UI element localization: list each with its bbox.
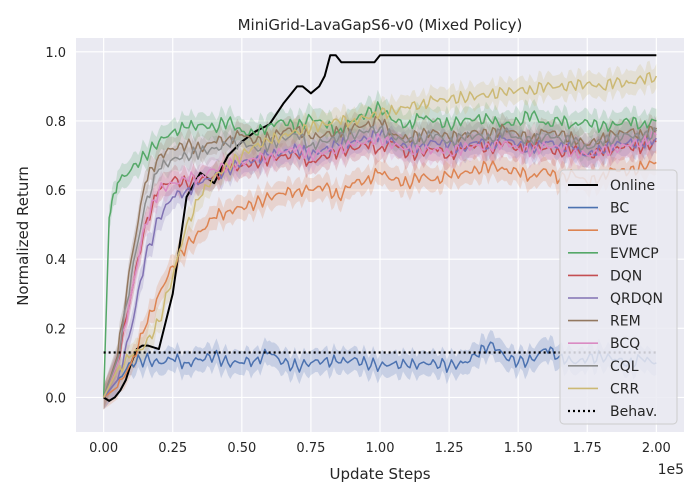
evmcp-confidence-band bbox=[103, 89, 657, 410]
legend-frame bbox=[559, 169, 678, 425]
cql-confidence-band bbox=[103, 114, 657, 410]
y-tick-label: 0.0 bbox=[45, 391, 66, 406]
x-axis-label: Update Steps bbox=[329, 465, 430, 483]
qrdqn-series-line bbox=[103, 129, 657, 398]
evmcp-series-line bbox=[102, 101, 657, 398]
x-tick-label: 1.00 bbox=[366, 441, 395, 456]
rem-series-line bbox=[102, 115, 658, 398]
legend-label-qrdqn: QRDQN bbox=[610, 291, 663, 307]
y-tick-label: 0.4 bbox=[45, 253, 66, 268]
series-lines bbox=[102, 54, 658, 402]
x-axis-multiplier: 1e5 bbox=[658, 462, 684, 478]
legend-label-cql: CQL bbox=[610, 359, 639, 375]
x-tick-label: 1.75 bbox=[573, 441, 602, 456]
y-tick-label: 1.0 bbox=[45, 46, 66, 61]
crr-confidence-band bbox=[103, 60, 657, 410]
x-axis-ticks: 0.00 0.25 0.50 0.75 1.00 1.25 1.50 1.75 2.00 bbox=[89, 441, 671, 456]
y-tick-label: 0.6 bbox=[45, 184, 66, 199]
legend-label-dqn: DQN bbox=[610, 268, 642, 284]
x-tick-label: 1.50 bbox=[504, 441, 533, 456]
x-tick-label: 2.00 bbox=[642, 441, 671, 456]
bcq-series-line bbox=[102, 131, 657, 398]
legend-label-bcq: BCQ bbox=[610, 336, 640, 352]
x-tick-label: 1.25 bbox=[435, 441, 464, 456]
x-tick-label: 0.25 bbox=[158, 441, 187, 456]
x-tick-label: 0.75 bbox=[296, 441, 325, 456]
legend-label-online: Online bbox=[610, 178, 655, 194]
legend-label-evmcp: EVMCP bbox=[610, 246, 659, 262]
qrdqn-confidence-band bbox=[103, 117, 657, 410]
cql-series-line bbox=[102, 125, 658, 398]
legend-label-rem: REM bbox=[610, 314, 641, 330]
y-axis-label: Normalized Return bbox=[14, 166, 32, 306]
bve-confidence-band bbox=[103, 149, 657, 410]
dqn-confidence-band bbox=[103, 127, 657, 410]
chart-title: MiniGrid-LavaGapS6-v0 (Mixed Policy) bbox=[238, 16, 523, 34]
x-tick-label: 0.50 bbox=[227, 441, 256, 456]
bc-confidence-band bbox=[103, 330, 657, 410]
legend-label-behav: Behav. bbox=[610, 404, 657, 420]
rem-confidence-band bbox=[103, 104, 657, 410]
legend: Online BC BVE EVMCP DQN QRDQN REM BCQ CQL CRR Beha… bbox=[559, 169, 678, 425]
legend-label-bve: BVE bbox=[610, 223, 638, 239]
y-tick-label: 0.8 bbox=[45, 115, 66, 130]
x-tick-label: 0.00 bbox=[89, 441, 118, 456]
y-axis-ticks: 0.0 0.2 0.4 0.6 0.8 1.0 bbox=[45, 46, 66, 407]
crr-series-line bbox=[102, 71, 658, 398]
legend-label-bc: BC bbox=[610, 201, 629, 217]
y-tick-label: 0.2 bbox=[45, 322, 66, 337]
legend-label-crr: CRR bbox=[610, 381, 640, 397]
